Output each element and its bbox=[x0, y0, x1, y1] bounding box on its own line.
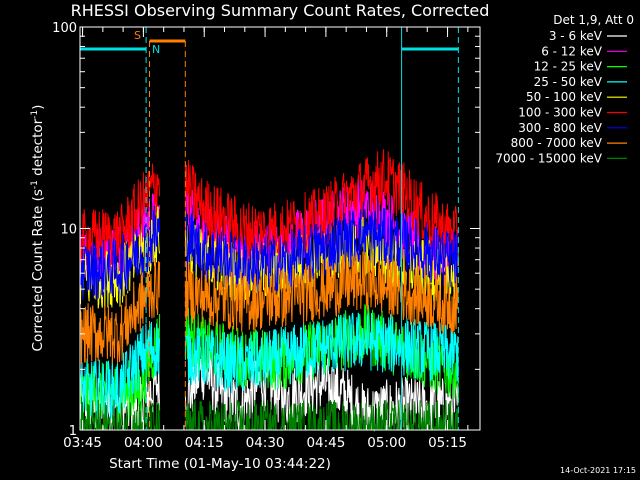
legend-title: Det 1,9, Att 0 bbox=[553, 13, 634, 27]
x-tick-label: 04:45 bbox=[306, 435, 345, 451]
x-tick-label: 03:45 bbox=[63, 435, 102, 451]
legend-label: 6 - 12 keV bbox=[541, 44, 603, 58]
legend-label: 25 - 50 keV bbox=[534, 75, 603, 89]
legend-label: 12 - 25 keV bbox=[534, 60, 603, 74]
x-tick-label: 04:30 bbox=[246, 435, 285, 451]
x-axis: 03:45 04:00 04:15 04:30 04:45 05:00 05:15 bbox=[63, 27, 469, 451]
x-tick-label: 04:15 bbox=[185, 435, 224, 451]
series-7-trace bbox=[79, 208, 459, 301]
y-axis-label-tail: detector bbox=[30, 118, 46, 180]
x-tick-label: 05:00 bbox=[367, 435, 406, 451]
y-axis-label-sup: -1 bbox=[30, 180, 40, 189]
y-axis-label-close: ) bbox=[30, 105, 46, 110]
y-tick-label: 10 bbox=[60, 223, 77, 238]
series-4-trace bbox=[79, 312, 459, 420]
x-tick-label: 04:00 bbox=[124, 435, 163, 451]
legend-label: 50 - 100 keV bbox=[526, 90, 603, 104]
y-axis: 1 10 100 bbox=[52, 21, 480, 439]
legend-label: 300 - 800 keV bbox=[518, 121, 602, 135]
x-tick-label: 05:15 bbox=[428, 435, 467, 451]
x-axis-label: Start Time (01-May-10 03:44:22) bbox=[109, 456, 331, 472]
y-axis-label-sup2: -1 bbox=[30, 110, 40, 119]
y-tick-label: 1 bbox=[69, 424, 77, 439]
saa-flag-label: S bbox=[134, 29, 141, 42]
legend-label: 800 - 7000 keV bbox=[511, 136, 603, 150]
legend-label: 100 - 300 keV bbox=[518, 106, 602, 120]
y-tick-label: 100 bbox=[52, 21, 77, 36]
timestamp: 14-Oct-2021 17:15 bbox=[560, 466, 636, 475]
night-flag-label: N bbox=[152, 43, 160, 56]
legend-label: 3 - 6 keV bbox=[549, 29, 603, 43]
y-axis-label-main: Corrected Count Rate (s bbox=[30, 189, 46, 351]
chart-title: RHESSI Observing Summary Count Rates, Co… bbox=[71, 1, 490, 20]
legend-label: 7000 - 15000 keV bbox=[495, 151, 602, 165]
y-axis-label: Corrected Count Rate (s-1 detector-1) bbox=[30, 105, 46, 352]
